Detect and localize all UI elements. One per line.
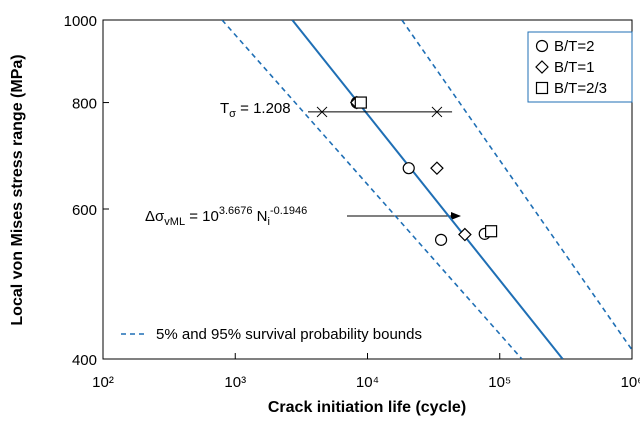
marker-square	[484, 225, 498, 238]
marker-diamond	[458, 227, 472, 242]
marker-circle	[535, 39, 549, 53]
x-tick-label: 10⁵	[488, 374, 511, 391]
bound-line	[401, 20, 632, 351]
x-tick-label: 10⁴	[356, 374, 379, 391]
t-sigma-mark	[431, 106, 443, 118]
y-tick-label: 1000	[64, 13, 97, 30]
fit-line	[291, 20, 564, 359]
legend-label: B/T=1	[554, 59, 594, 76]
t-sigma-mark	[316, 106, 328, 118]
y-tick-label: 400	[72, 352, 97, 369]
legend-label: B/T=2/3	[554, 80, 607, 97]
marker-diamond	[430, 161, 444, 176]
x-tick-label: 10³	[224, 374, 246, 391]
legend-label: B/T=2	[554, 38, 594, 55]
equation: ΔσvML = 103.6676 Ni-0.1946	[145, 205, 307, 228]
x-tick-label: 10²	[92, 374, 114, 391]
x-tick-label: 10⁶	[621, 374, 640, 391]
marker-diamond	[535, 60, 549, 74]
marker-circle	[434, 233, 448, 246]
bound-line	[221, 20, 523, 359]
legend-bound-label: 5% and 95% survival probability bounds	[156, 326, 422, 343]
y-tick-label: 800	[72, 96, 97, 113]
x-axis-title: Crack initiation life (cycle)	[268, 399, 466, 416]
marker-square	[535, 81, 549, 95]
y-tick-label: 600	[72, 202, 97, 219]
marker-circle	[402, 162, 415, 175]
marker-square	[354, 96, 367, 109]
t-sigma-label: Tσ = 1.208	[220, 100, 291, 120]
y-axis-title: Local von Mises stress range (MPa)	[9, 54, 26, 325]
